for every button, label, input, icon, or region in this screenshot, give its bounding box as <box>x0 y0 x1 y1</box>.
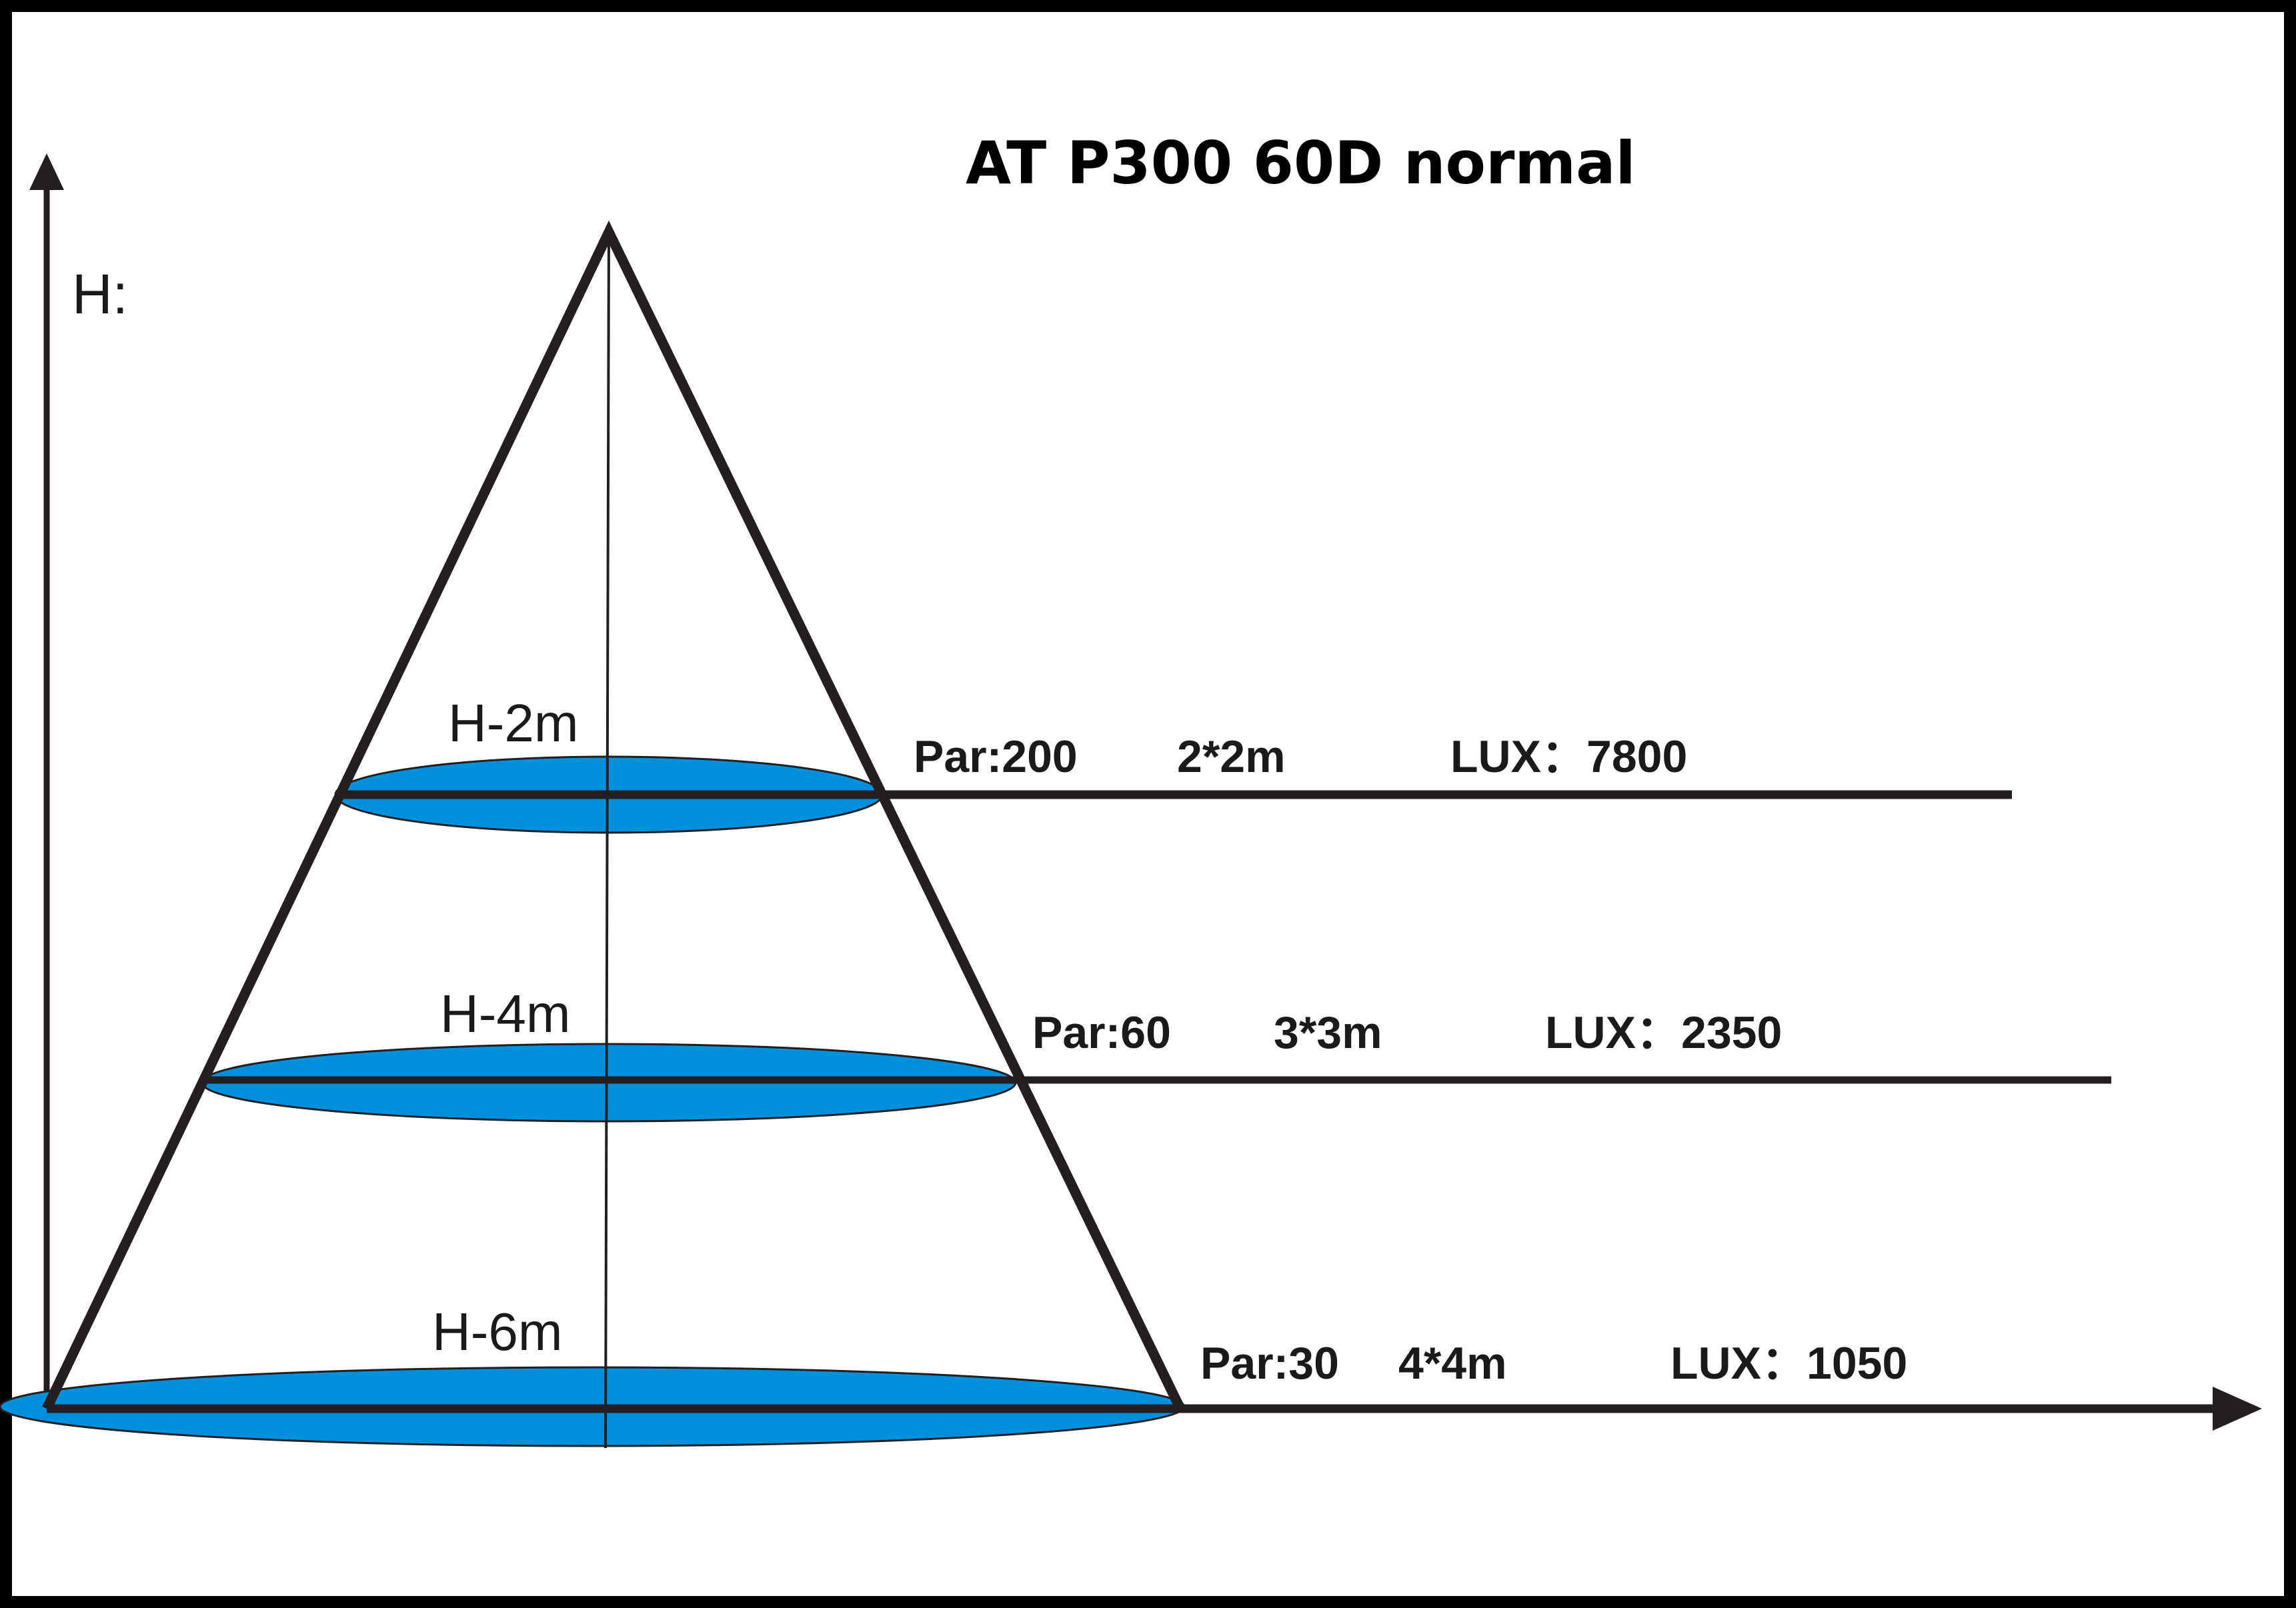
area-value-h2: 2*2m <box>1177 731 1286 782</box>
beam-center-line <box>604 231 610 1449</box>
diagram-title: AT P300 60D normal <box>966 129 1636 197</box>
area-value-h4: 3*3m <box>1274 1007 1382 1058</box>
area-value-h6: 4*4m <box>1398 1338 1507 1389</box>
par-value-h2: Par:200 <box>914 731 1078 782</box>
x-axis-arrow-icon <box>2213 1387 2262 1431</box>
y-axis-arrow-icon <box>29 153 64 190</box>
level-label-h4: H-4m <box>440 984 571 1043</box>
y-axis-label: H: <box>72 263 128 325</box>
lux-value-h4: LUX：2350 <box>1545 1007 1782 1058</box>
lux-value-h2: LUX：7800 <box>1450 731 1687 782</box>
lux-value-h6: LUX：1050 <box>1670 1338 1907 1389</box>
level-label-h6: H-6m <box>432 1302 563 1361</box>
par-value-h6: Par:30 <box>1200 1338 1339 1389</box>
par-value-h4: Par:60 <box>1032 1007 1171 1058</box>
beam-cone <box>42 220 1185 1411</box>
level-label-h2: H-2m <box>448 693 579 753</box>
